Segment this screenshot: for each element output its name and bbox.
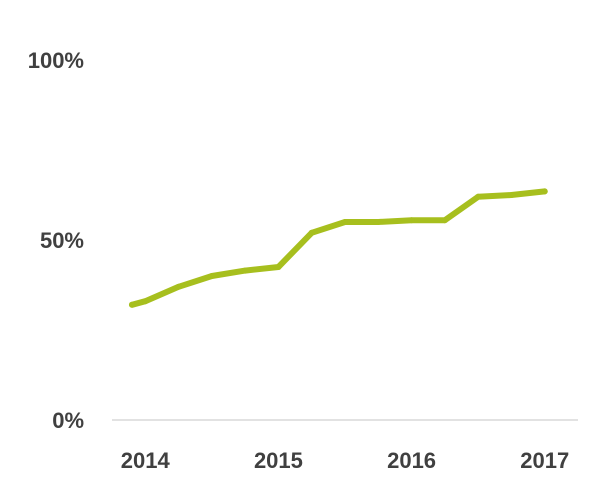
y-tick-label: 100% bbox=[28, 48, 84, 73]
x-axis-tick-labels: 2014 2015 2016 2017 bbox=[121, 448, 569, 473]
series-line bbox=[129, 188, 548, 308]
y-tick-label: 50% bbox=[40, 228, 84, 253]
x-tick-label: 2015 bbox=[254, 448, 303, 473]
data-point bbox=[408, 217, 415, 224]
y-axis-tick-labels: 0% 50% 100% bbox=[28, 48, 84, 433]
data-point bbox=[342, 219, 348, 225]
data-point bbox=[128, 301, 135, 308]
data-point bbox=[375, 219, 382, 225]
y-tick-label: 0% bbox=[52, 408, 84, 433]
data-point bbox=[475, 193, 482, 200]
data-point bbox=[441, 217, 448, 224]
x-tick-label: 2016 bbox=[387, 448, 436, 473]
data-point bbox=[242, 267, 249, 274]
data-point bbox=[175, 283, 182, 290]
data-point bbox=[308, 229, 315, 236]
data-point bbox=[508, 192, 515, 198]
data-point bbox=[541, 188, 548, 195]
data-point bbox=[208, 273, 215, 279]
data-point bbox=[142, 298, 149, 305]
data-points bbox=[128, 188, 548, 308]
data-point bbox=[275, 264, 282, 270]
x-tick-label: 2014 bbox=[121, 448, 171, 473]
x-tick-label: 2017 bbox=[520, 448, 569, 473]
